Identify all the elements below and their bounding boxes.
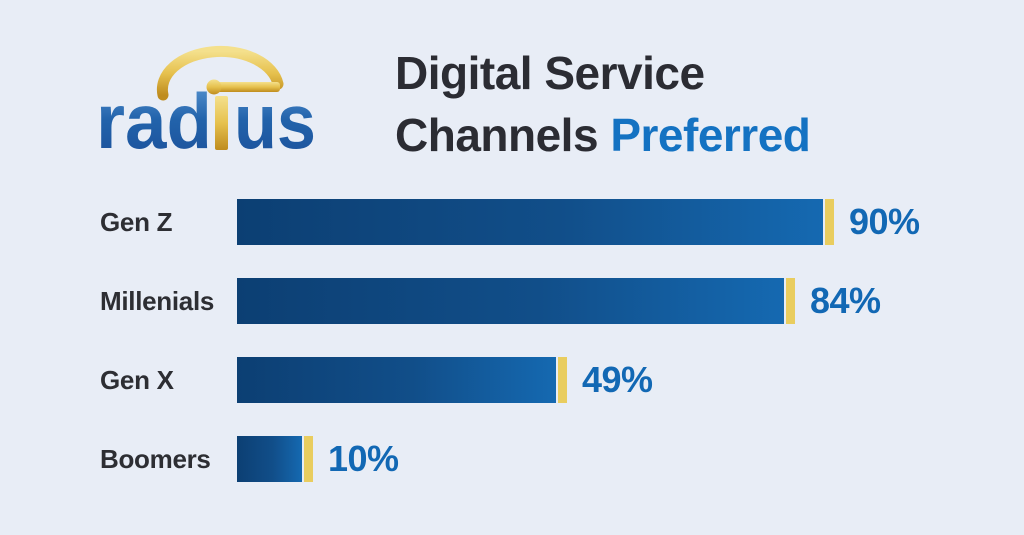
bar-fill [237,199,823,245]
category-label: Gen X [100,364,174,395]
bar-cap [558,357,567,403]
chart-title-line2-dark: Channels [395,109,599,161]
bar-fill [237,357,556,403]
bar-chart: Gen Z 90% Millenials 84% Gen X 49% Boome… [0,199,1024,515]
bar-fill [237,278,784,324]
value-label: 90% [849,201,920,242]
value-label: 84% [810,280,881,321]
radius-logo: rad us [96,45,316,165]
chart-row-gen-x: Gen X 49% [0,357,1024,403]
logo-text-us: us [234,77,316,165]
category-label: Gen Z [100,206,173,237]
chart-title-line2-accent: Preferred [610,109,811,161]
logo-text-rad: rad [96,77,212,165]
logo-letter-i [215,96,228,150]
chart-title: Digital Service Channels Preferred [395,42,811,166]
bar-cap [825,199,834,245]
chart-title-line1: Digital Service [395,47,705,99]
category-label: Millenials [100,285,215,316]
gauge-arc-icon [156,45,284,101]
chart-title-line2: Channels Preferred [395,104,811,166]
bar-fill [237,436,302,482]
value-label: 10% [328,438,399,479]
chart-row-gen-z: Gen Z 90% [0,199,1024,245]
category-label: Boomers [100,443,211,474]
value-label: 49% [582,359,653,400]
chart-row-millenials: Millenials 84% [0,278,1024,324]
chart-row-boomers: Boomers 10% [0,436,1024,482]
bar-cap [304,436,313,482]
bar-cap [786,278,795,324]
